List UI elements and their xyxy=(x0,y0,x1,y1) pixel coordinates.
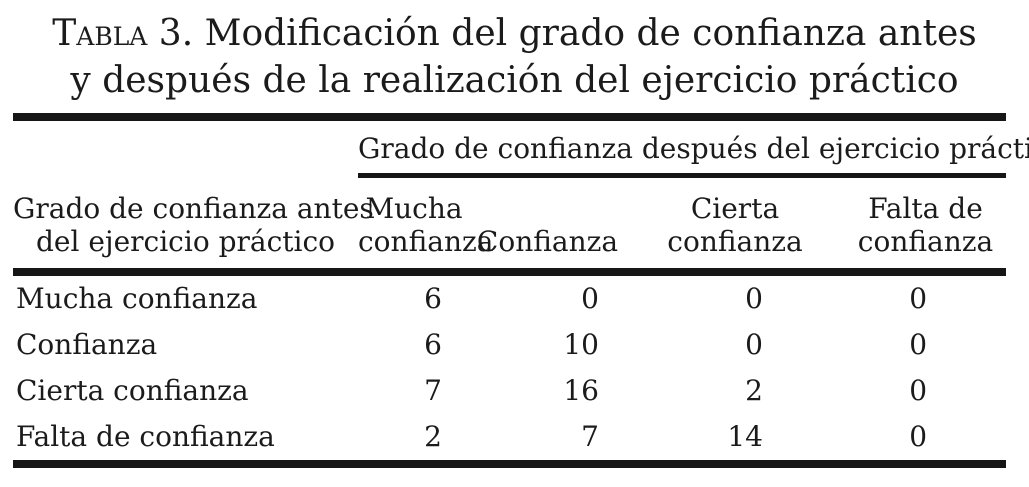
value-cell: 0 xyxy=(909,282,928,315)
stub-header-line-2: del ejercicio práctico xyxy=(35,225,336,258)
value-cell: 0 xyxy=(909,374,928,407)
table-number: Tabla 3. xyxy=(52,13,194,54)
row-label: Falta de confianza xyxy=(13,414,358,468)
table-row-falta-de-confianza: Falta de confianza 2 7 14 0 xyxy=(13,414,1007,468)
value-cell: 6 xyxy=(424,328,442,361)
caption-line-1: Tabla 3. Modificación del grado de confi… xyxy=(0,10,1029,57)
value-cell: 7 xyxy=(470,414,625,468)
table-row-cierta-confianza: Cierta confianza 7 16 2 0 xyxy=(13,368,1006,414)
column-header-line-1: Falta de xyxy=(868,192,983,225)
row-label: Cierta confianza xyxy=(16,374,249,407)
column-header-cierta-confianza: Cierta confianza xyxy=(625,175,845,276)
value-cell: 2 xyxy=(358,414,470,468)
stub-header-line-1: Grado de confianza antes xyxy=(13,192,374,225)
column-header-mucha-confianza: Mucha confianza xyxy=(358,175,494,276)
row-label: Mucha confianza xyxy=(16,282,258,315)
value-cell: 0 xyxy=(909,328,928,361)
column-header-line-2: confianza xyxy=(857,225,994,258)
value-cell: 14 xyxy=(625,414,845,468)
confidence-crosstab-table: Grado de confianza después del ejercicio… xyxy=(13,113,1029,468)
column-header-confianza: Confianza xyxy=(470,175,625,276)
spanner-row: Grado de confianza después del ejercicio… xyxy=(13,113,1029,178)
column-header-line-1: Mucha xyxy=(365,192,463,225)
stub-header: Grado de confianza antes del ejercicio p… xyxy=(13,175,374,276)
table-caption: Tabla 3. Modificación del grado de confi… xyxy=(0,0,1029,104)
value-cell: 0 xyxy=(581,282,599,315)
value-cell: 2 xyxy=(745,374,763,407)
value-cell: 6 xyxy=(424,282,442,315)
row-label: Confianza xyxy=(16,328,158,361)
spanner-heading: Grado de confianza después del ejercicio… xyxy=(358,113,1029,178)
spanner-stub-spacer xyxy=(13,113,358,176)
value-cell: 0 xyxy=(845,414,1007,468)
value-cell: 0 xyxy=(745,282,763,315)
column-header-falta-de-confianza: Falta de confianza xyxy=(845,175,1007,276)
value-cell: 0 xyxy=(745,328,763,361)
column-header-line-2: Confianza xyxy=(476,225,619,258)
value-cell: 10 xyxy=(563,328,599,361)
column-header-line-1: Cierta xyxy=(690,192,780,225)
table-row-mucha-confianza: Mucha confianza 6 0 0 0 xyxy=(13,272,1006,322)
table-row-confianza: Confianza 6 10 0 0 xyxy=(13,322,1006,368)
column-header-line-2: confianza xyxy=(358,225,494,258)
value-cell: 16 xyxy=(563,374,599,407)
column-header-row: Grado de confianza antes del ejercicio p… xyxy=(13,175,1007,276)
column-header-line-2: confianza xyxy=(667,225,803,258)
caption-line-2: y después de la realización del ejercici… xyxy=(70,60,959,101)
value-cell: 7 xyxy=(424,374,442,407)
caption-text-line-1: Modificación del grado de confianza ante… xyxy=(204,13,977,54)
